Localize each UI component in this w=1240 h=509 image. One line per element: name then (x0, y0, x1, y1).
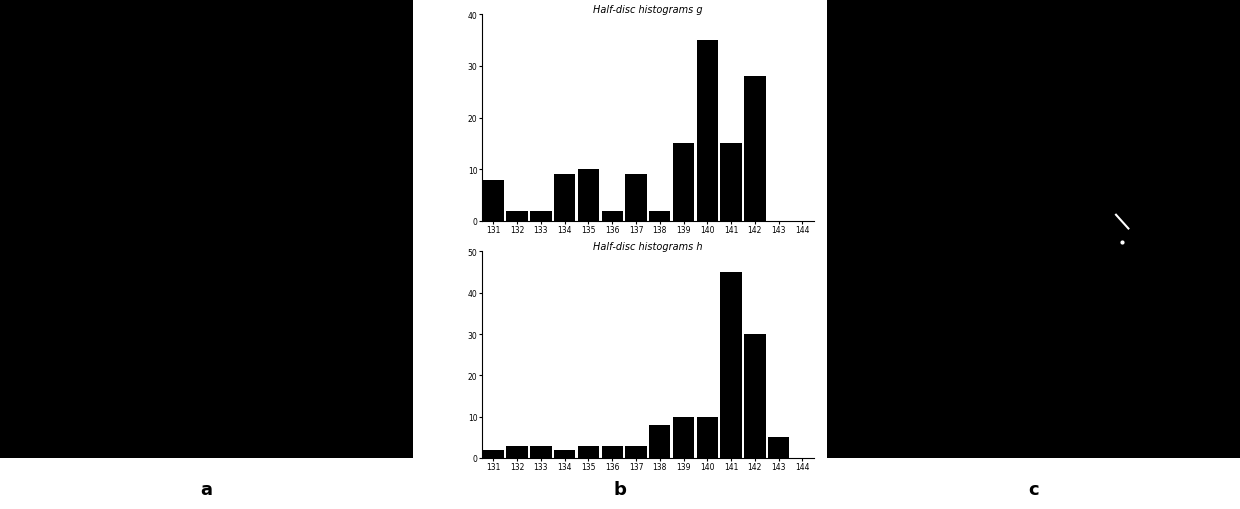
Bar (578, 446, 599, 458)
Text: b: b (614, 479, 626, 498)
Bar (649, 211, 671, 221)
Bar (601, 446, 622, 458)
Bar (482, 180, 505, 221)
Bar (720, 272, 742, 458)
Text: c: c (1028, 479, 1039, 498)
Bar (673, 144, 694, 221)
Bar (744, 334, 765, 458)
Bar (625, 446, 647, 458)
Bar (673, 417, 694, 458)
Text: a: a (201, 479, 213, 498)
Bar (531, 211, 552, 221)
Title: Half-disc histograms g: Half-disc histograms g (593, 5, 703, 14)
Bar (720, 144, 742, 221)
Bar (578, 170, 599, 221)
Bar (744, 77, 765, 221)
Bar (601, 211, 622, 221)
Bar (506, 446, 528, 458)
Bar (697, 417, 718, 458)
Bar (768, 437, 790, 458)
Bar (482, 450, 505, 458)
Bar (625, 175, 647, 221)
Bar (506, 211, 528, 221)
Title: Half-disc histograms h: Half-disc histograms h (593, 241, 703, 251)
Bar (554, 450, 575, 458)
Bar (649, 425, 671, 458)
Bar (531, 446, 552, 458)
Bar (697, 41, 718, 221)
Bar (554, 175, 575, 221)
